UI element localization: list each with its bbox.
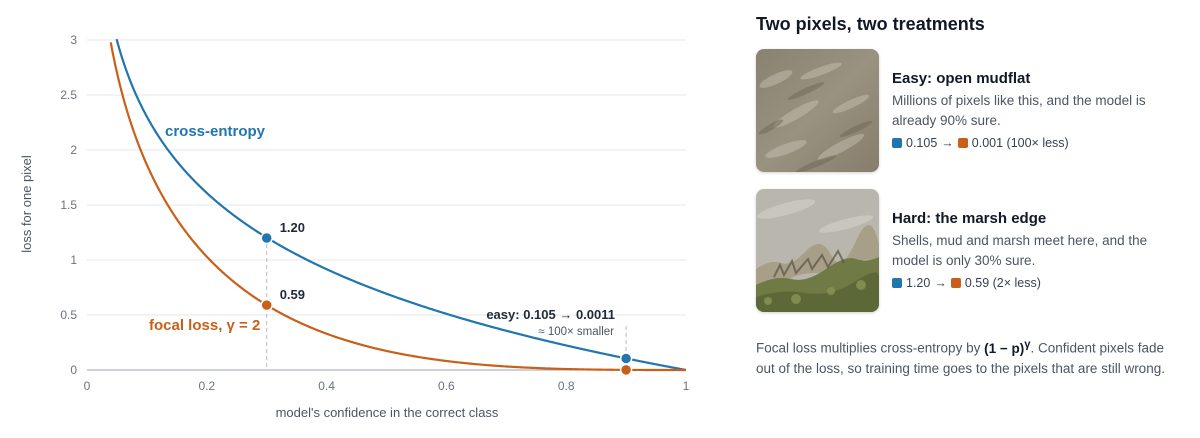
x-axis-title: model's confidence in the correct class [276,405,499,420]
easy-annotation: easy: 0.105 → 0.0011 [486,307,615,322]
hard-focal-value: 0.59 (2× less) [964,276,1041,290]
y-tick-label: 1.5 [60,198,77,212]
x-tick-label: 0.8 [558,379,575,393]
footnote-after: . Confident pixels fade out of the loss,… [756,340,1165,376]
chart-grid [87,39,686,371]
x-tick-label: 1 [683,379,690,393]
hard-card-text: Hard: the marsh edge Shells, mud and mar… [892,210,1186,290]
hard-pixel-card: Hard: the marsh edge Shells, mud and mar… [756,189,1186,313]
easy-focal-value: 0.001 (100× less) [971,136,1069,150]
x-tick-label: 0.6 [438,379,455,393]
cross-entropy-swatch [892,138,902,148]
focal-loss-label: focal loss, γ = 2 [149,317,260,334]
focal-point [619,363,633,377]
panel-title: Two pixels, two treatments [756,14,985,34]
y-tick-label: 2.5 [60,88,77,102]
easy-card-legend: 0.105 → 0.001 (100× less) [892,136,1186,150]
chart-points: 1.20 0.59 [260,220,633,377]
easy-card-text: Easy: open mudflat Millions of pixels li… [892,70,1186,150]
easy-arrow: → [941,136,954,150]
y-tick-label: 0 [70,363,77,377]
footnote-formula: (1 − p)γ [984,338,1031,356]
focal-swatch [950,278,961,288]
marsh-edge-image [756,189,879,312]
cross-entropy-curve [115,38,687,372]
loss-chart: 0 0.5 1 1.5 2 2.5 3 0 0.2 0.4 0.6 0.8 1 model's conf… [19,33,690,420]
focal-point [260,298,273,312]
y-axis-title: loss for one pixel [19,155,34,253]
mudflat-image [756,49,879,172]
hard-card-title: Hard: the marsh edge [892,210,1047,227]
footnote-before: Focal loss multiplies cross-entropy by [756,340,985,356]
point-value-label: 1.20 [280,220,305,235]
x-tick-label: 0.4 [318,379,335,393]
x-tick-label: 0.2 [198,379,215,393]
explanation-panel: Two pixels, two treatments [756,14,1186,329]
cross-entropy-swatch [892,278,902,288]
y-tick-label: 2 [70,143,77,157]
point-value-label: 0.59 [280,287,305,302]
cross-entropy-label: cross-entropy [165,123,266,140]
y-tick-label: 0.5 [60,308,77,322]
focal-swatch [957,138,968,148]
hard-card-legend: 1.20 → 0.59 (2× less) [892,276,1186,290]
easy-annotation-sub: ≈ 100× smaller [538,326,614,338]
cross-entropy-point [619,352,633,365]
chart-ticks: 0 0.5 1 1.5 2 2.5 3 0 0.2 0.4 0.6 0.8 1 [60,33,689,393]
easy-card-title: Easy: open mudflat [892,70,1031,87]
focal-loss-curve [109,42,686,372]
footnote: Focal loss multiplies cross-entropy by (… [756,334,1186,379]
easy-pixel-card: Easy: open mudflat Millions of pixels li… [756,49,1186,173]
y-tick-label: 1 [70,253,77,267]
y-tick-label: 3 [70,33,77,47]
x-tick-label: 0 [84,379,91,393]
easy-ce-value: 0.105 [906,136,938,150]
hard-arrow: → [934,276,947,290]
hard-card-description: Shells, mud and marsh meet here, and the… [892,233,1148,268]
hard-ce-value: 1.20 [906,276,931,290]
cross-entropy-point [260,231,273,245]
easy-card-description: Millions of pixels like this, and the mo… [892,93,1146,128]
